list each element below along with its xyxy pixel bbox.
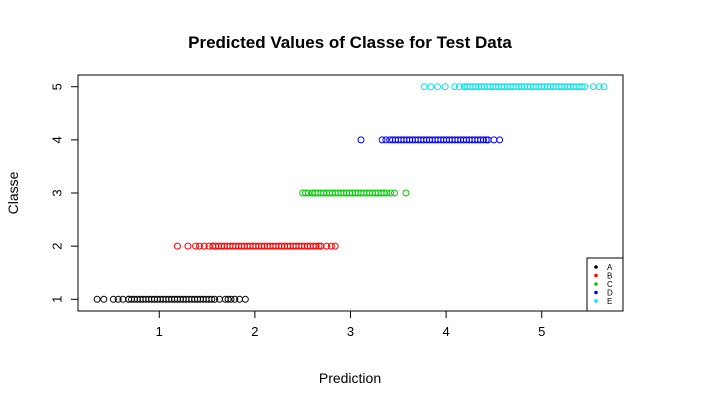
data-point [93,295,101,303]
chart-title: Predicted Values of Classe for Test Data [188,33,512,52]
y-tick-label: 5 [50,83,65,90]
data-point [390,189,398,197]
data-point [205,295,213,303]
legend-label: C [607,280,613,289]
plot-frame [77,74,624,312]
x-tick-label: 3 [347,324,354,339]
data-point [205,242,213,250]
data-point [100,295,108,303]
y-tick-label: 3 [50,189,65,196]
data-point [578,83,586,91]
legend-label: D [607,289,613,298]
data-point [323,242,331,250]
data-point [192,242,200,250]
x-axis: 1 2 3 4 5 [156,310,545,339]
legend-label: A [607,263,613,272]
legend-label: E [607,297,612,306]
data-point [479,136,487,144]
data-point [224,295,232,303]
data-point [315,242,323,250]
data-point [581,83,589,91]
data-point [387,189,395,197]
y-tick-label: 1 [50,296,65,303]
data-point [200,242,208,250]
data-point [378,136,386,144]
data-point [208,295,216,303]
data-point [331,242,339,250]
data-point [114,295,122,303]
data-point [241,295,249,303]
data-point [380,189,388,197]
data-point [595,83,603,91]
data-point [312,242,320,250]
legend-box [586,257,624,312]
legend-marker [594,265,598,269]
data-point [434,83,442,91]
data-point [496,136,504,144]
data-point [482,136,490,144]
y-tick-label: 4 [50,136,65,143]
x-tick-label: 2 [251,324,258,339]
data-point [357,136,365,144]
data-point [109,295,117,303]
data-point [327,242,335,250]
data-point [184,242,192,250]
data-point [173,242,181,250]
data-point [441,83,449,91]
legend-marker [594,299,598,303]
data-point [377,189,385,197]
y-axis-label: Classe [5,171,21,214]
legend-marker [594,290,598,295]
data-point [402,189,410,197]
data-point [304,189,312,197]
data-points [93,83,608,303]
data-point [490,136,498,144]
data-point [427,83,435,91]
data-point [195,242,203,250]
legend-label: B [607,272,612,281]
y-tick-label: 2 [50,243,65,250]
x-tick-label: 4 [442,324,449,339]
legend-marker [594,282,598,286]
y-axis: 1 2 3 4 5 [50,83,79,303]
data-point [227,295,235,303]
data-point [451,83,459,91]
x-axis-label: Prediction [319,370,381,386]
data-point [600,83,608,91]
data-point [456,83,463,91]
data-point [231,295,239,303]
x-tick-label: 5 [538,324,545,339]
x-tick-label: 1 [156,324,163,339]
data-point [420,83,428,91]
data-point [302,189,310,197]
data-point [589,83,597,91]
legend-marker [594,273,598,278]
data-point [382,136,390,144]
